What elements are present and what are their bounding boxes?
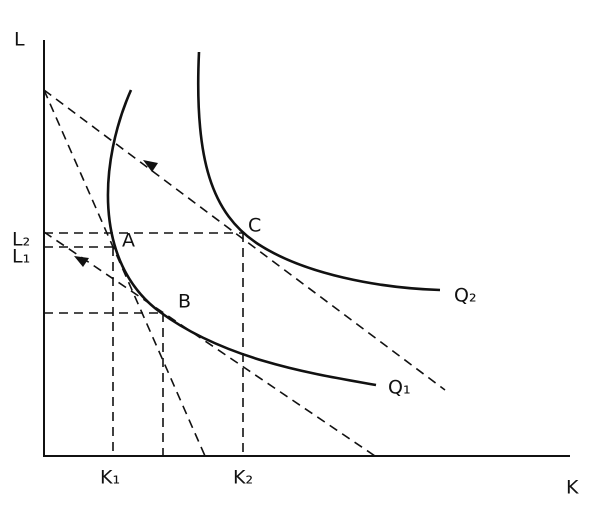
tick-label: K₂ (233, 467, 253, 489)
point-label: C (248, 215, 261, 237)
x-axis-label: K (566, 477, 579, 499)
tick-label: L₂ (12, 229, 30, 251)
tick-label: L₁ (12, 246, 30, 268)
tick-label: K₁ (100, 467, 120, 489)
budget-line-lower (43, 231, 376, 457)
curve-label: Q₂ (454, 285, 477, 307)
arrow (143, 160, 158, 172)
curve-label: Q₁ (388, 377, 411, 399)
isoquant-q1 (106, 89, 377, 387)
isoquant-q2 (196, 51, 441, 292)
arrow (74, 256, 89, 267)
point-label: A (122, 230, 135, 252)
y-axis-label: L (14, 29, 25, 51)
budget-line-upper (43, 89, 446, 391)
point-label: B (178, 291, 191, 313)
